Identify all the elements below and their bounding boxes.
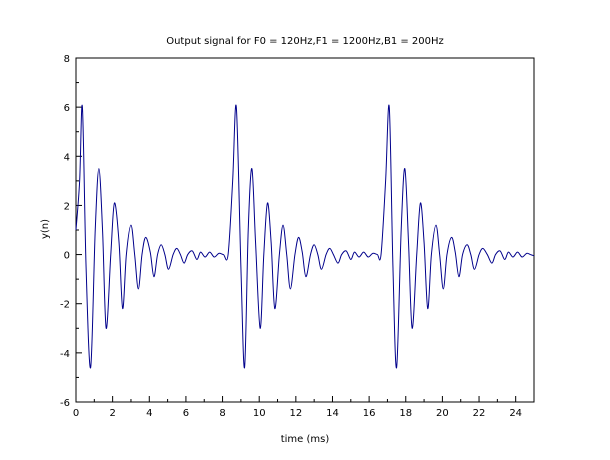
x-tick-label: 10 (253, 408, 266, 419)
series-line (75, 104, 535, 369)
x-tick-label: 12 (289, 408, 302, 419)
x-axis-title: time (ms) (281, 434, 330, 445)
chart-title: Output signal for F0 = 120Hz,F1 = 1200Hz… (166, 36, 444, 47)
y-tick-label: 6 (64, 103, 70, 114)
x-tick-label: 20 (436, 408, 449, 419)
y-tick-label: 0 (64, 251, 70, 262)
x-tick-label: 14 (326, 408, 339, 419)
x-tick-label: 16 (363, 408, 376, 419)
y-tick-label: -2 (60, 300, 70, 311)
y-axis-title: y(n) (40, 219, 51, 239)
y-tick-label: 4 (64, 152, 70, 163)
x-tick-label: 24 (509, 408, 522, 419)
x-tick-label: 0 (73, 408, 79, 419)
x-tick-label: 18 (399, 408, 412, 419)
y-tick-label: -6 (60, 398, 70, 409)
x-tick-label: 8 (219, 408, 225, 419)
x-tick-label: 22 (473, 408, 486, 419)
x-tick-label: 2 (109, 408, 115, 419)
y-tick-label: -4 (60, 349, 70, 360)
y-tick-label: 2 (64, 201, 70, 212)
x-axis: 0 2 4 6 8 10 12 14 16 18 20 22 24 (73, 396, 522, 419)
y-tick-label: 8 (64, 54, 70, 65)
y-axis: -6 -4 -2 0 2 4 6 8 (60, 54, 82, 409)
x-tick-label: 4 (146, 408, 152, 419)
x-tick-label: 6 (183, 408, 189, 419)
